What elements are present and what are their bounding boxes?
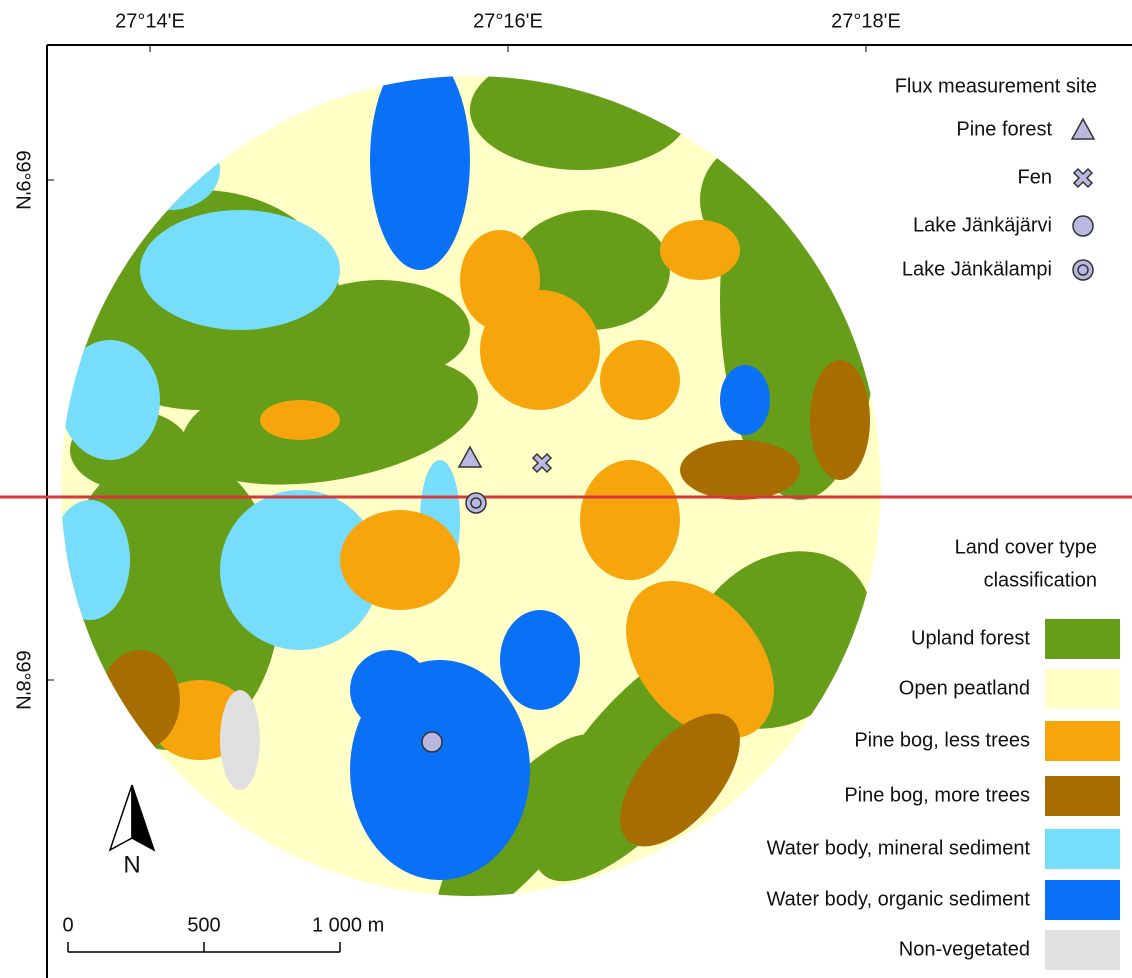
pine-forest-symbol xyxy=(457,445,483,468)
cover-legend-label: Pine bog, more trees xyxy=(844,784,1030,806)
north-label: N xyxy=(123,851,140,878)
land-cover-map xyxy=(61,76,881,896)
site-legend-title: Flux measurement site xyxy=(895,75,1097,97)
cover-legend-label: Upland forest xyxy=(911,627,1030,649)
land-patch xyxy=(460,230,540,330)
cover-legend-swatch xyxy=(1045,669,1120,709)
scale-label: 0 xyxy=(62,914,73,936)
land-patch xyxy=(290,280,470,380)
cover-legend-label: Water body, mineral sediment xyxy=(767,837,1031,859)
land-patch xyxy=(620,713,740,847)
cover-legend-swatch xyxy=(1045,930,1120,970)
pond-symbol-inner xyxy=(1077,264,1089,276)
cover-legend-label: Water body, organic sediment xyxy=(767,888,1031,910)
longitude-label: 27°18'E xyxy=(831,10,901,32)
land-patch xyxy=(660,220,740,280)
land-patch xyxy=(340,510,460,610)
land-patch xyxy=(120,130,220,210)
scale-label: 1 000 m xyxy=(312,914,384,936)
land-patch xyxy=(370,76,470,270)
land-patch xyxy=(600,340,680,420)
cover-legend-title: classification xyxy=(984,569,1097,591)
site-legend-label: Fen xyxy=(1018,166,1052,188)
land-patch xyxy=(350,650,430,730)
land-patch xyxy=(580,460,680,580)
fen-symbol xyxy=(531,452,553,474)
latitude-label: 69°9'N xyxy=(12,150,34,210)
cover-legend-label: Open peatland xyxy=(899,677,1030,699)
land-patch xyxy=(626,581,774,739)
site-legend-label: Lake Jänkälampi xyxy=(902,258,1052,280)
land-patch xyxy=(720,365,770,435)
land-patch xyxy=(61,340,160,460)
land-patch xyxy=(500,610,580,710)
scale-bar xyxy=(67,942,341,953)
north-arrow xyxy=(108,784,156,852)
cover-legend-swatch xyxy=(1045,776,1120,816)
land-patch xyxy=(437,734,603,896)
land-patch xyxy=(220,490,380,650)
cover-legend-swatch xyxy=(1045,880,1120,920)
lake-symbol xyxy=(1072,215,1094,237)
longitude-label: 27°16'E xyxy=(473,10,543,32)
cover-legend-swatch xyxy=(1045,829,1120,869)
cover-legend-title: Land cover type xyxy=(955,536,1097,558)
land-patch xyxy=(140,210,340,330)
land-patch xyxy=(260,400,340,440)
land-patch xyxy=(810,360,870,480)
lake-symbol xyxy=(421,731,443,753)
site-legend-label: Lake Jänkäjärvi xyxy=(913,214,1052,236)
land-patch xyxy=(680,440,800,500)
land-patch xyxy=(100,650,180,750)
cover-legend-label: Pine bog, less trees xyxy=(854,729,1030,751)
land-patch xyxy=(220,690,260,790)
scale-label: 500 xyxy=(187,914,220,936)
land-patch xyxy=(61,500,130,620)
longitude-label: 27°14'E xyxy=(115,10,185,32)
pond-symbol-inner xyxy=(470,497,482,509)
pine-forest-symbol xyxy=(1070,117,1096,140)
cover-legend-swatch xyxy=(1045,721,1120,761)
site-legend-label: Pine forest xyxy=(956,118,1052,140)
fen-symbol xyxy=(1072,167,1094,189)
cover-legend-swatch xyxy=(1045,619,1120,659)
cover-legend-label: Non-vegetated xyxy=(899,938,1030,960)
land-patch xyxy=(470,76,690,170)
latitude-label: 69°8'N xyxy=(12,650,34,710)
